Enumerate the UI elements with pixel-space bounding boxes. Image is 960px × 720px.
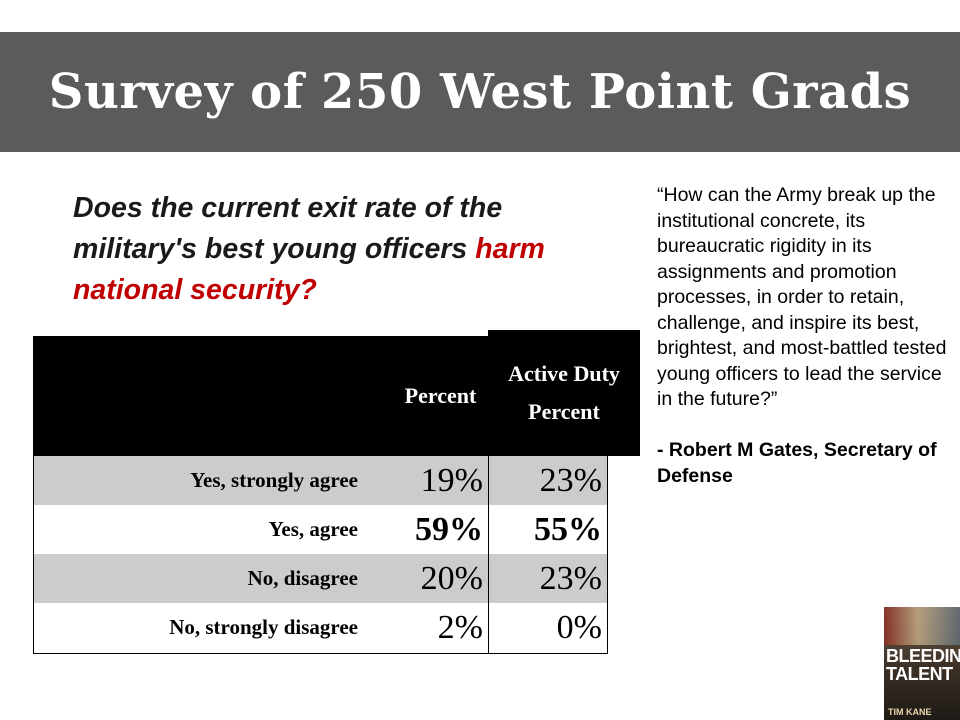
- row-active-percent: 55%: [534, 510, 602, 548]
- book-title: BLEEDING TALENT: [886, 646, 960, 684]
- row-percent: 2%: [437, 608, 483, 646]
- table-row: Yes, strongly agree 19% 23%: [33, 456, 607, 505]
- book-author: TIM KANE: [888, 707, 932, 717]
- quote-attribution: - Robert M Gates, Secretary of Defense: [657, 439, 937, 487]
- table-header: Percent: [33, 336, 488, 456]
- question-highlight: harm national security?: [73, 233, 545, 306]
- book-cover-image: BLEEDING TALENT TIM KANE: [884, 607, 960, 720]
- quote-text: “How can the Army break up the instituti…: [657, 184, 947, 410]
- column-header-active-duty: Active Duty Percent: [488, 330, 640, 456]
- row-percent: 20%: [420, 559, 483, 597]
- row-percent: 19%: [420, 461, 483, 499]
- survey-question: Does the current exit rate of the milita…: [73, 188, 633, 311]
- title-bar: Survey of 250 West Point Grads: [0, 32, 960, 152]
- row-active-percent: 0%: [556, 608, 602, 646]
- book-cover-photo: [884, 607, 960, 645]
- column-divider: [488, 456, 489, 654]
- row-percent: 59%: [415, 510, 483, 548]
- column-header-percent: Percent: [404, 383, 477, 408]
- row-label: No, strongly disagree: [169, 615, 358, 639]
- row-label: Yes, agree: [268, 517, 358, 541]
- quote-block: “How can the Army break up the instituti…: [657, 183, 947, 489]
- row-active-percent: 23%: [539, 461, 602, 499]
- survey-table: Percent Active Duty Percent Yes, strongl…: [33, 330, 640, 654]
- row-label: No, disagree: [247, 566, 358, 590]
- column-header-active-duty-text: Active Duty Percent: [508, 361, 620, 424]
- table-row: Yes, agree 59% 55%: [33, 505, 607, 554]
- row-label: Yes, strongly agree: [190, 468, 358, 492]
- table-row: No, disagree 20% 23%: [33, 554, 607, 603]
- row-active-percent: 23%: [539, 559, 602, 597]
- table-row: No, strongly disagree 2% 0%: [33, 603, 607, 652]
- question-text: Does the current exit rate of the milita…: [73, 192, 503, 265]
- page-title: Survey of 250 West Point Grads: [48, 64, 912, 120]
